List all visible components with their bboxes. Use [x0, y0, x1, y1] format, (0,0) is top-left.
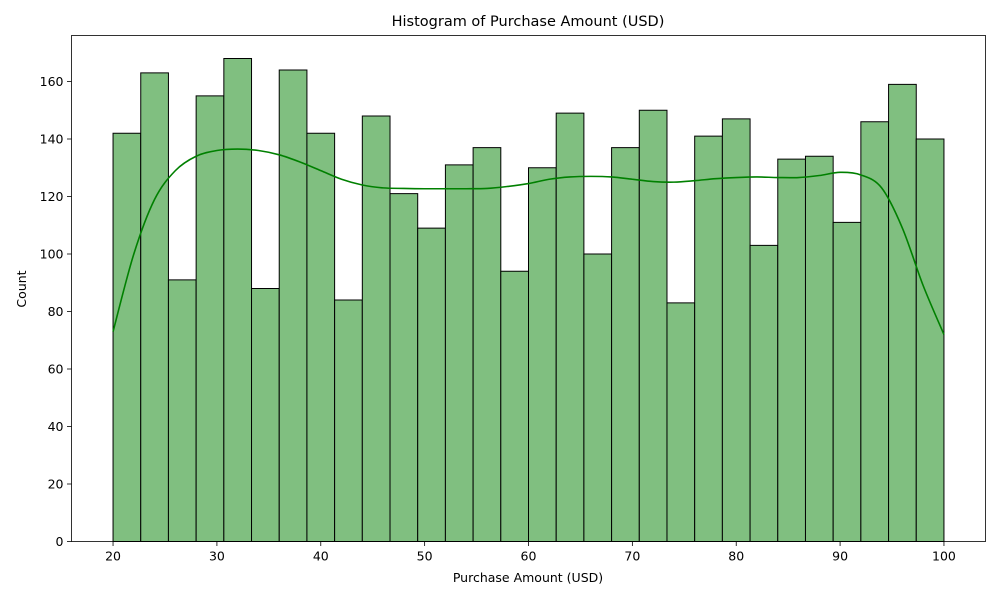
histogram-bar	[167, 279, 197, 542]
histogram-bar	[306, 132, 336, 542]
kde-line	[112, 148, 945, 335]
histogram-bar	[638, 109, 668, 542]
histogram-bar	[195, 95, 225, 542]
histogram-bar	[223, 58, 253, 542]
chart-title: Histogram of Purchase Amount (USD)	[392, 14, 665, 30]
histogram-bar	[583, 253, 613, 542]
histogram-bar	[361, 115, 391, 542]
x-tick-label: 70	[624, 549, 640, 564]
histogram-bar	[389, 193, 419, 542]
x-tick-label: 40	[313, 549, 329, 564]
x-tick-label: 100	[932, 549, 956, 564]
histogram-bar	[334, 299, 363, 542]
histogram-bars	[112, 58, 945, 542]
histogram-bar	[444, 164, 474, 542]
y-axis-ticks: 0 20 40 60 80 100 120 140 160	[40, 74, 72, 549]
histogram-bar	[611, 147, 640, 542]
y-tick-label: 60	[48, 362, 64, 377]
y-tick-label: 140	[40, 132, 64, 147]
histogram-bar	[666, 302, 696, 542]
histogram-bar	[528, 167, 557, 542]
histogram-bar	[112, 132, 142, 542]
y-tick-label: 80	[48, 304, 64, 319]
y-tick-label: 0	[56, 534, 64, 549]
histogram-bar	[417, 227, 446, 542]
histogram-bar	[749, 244, 779, 542]
histogram-bar	[888, 83, 917, 542]
y-tick-label: 40	[48, 419, 64, 434]
x-axis-label: Purchase Amount (USD)	[453, 570, 603, 585]
y-tick-label: 160	[40, 74, 64, 89]
histogram-bar	[472, 147, 502, 542]
x-tick-label: 90	[832, 549, 848, 564]
x-axis-ticks: 20 30 40 50 60 70 80 90 100	[105, 541, 956, 564]
histogram-bar	[140, 72, 169, 542]
y-axis-label: Count	[14, 270, 29, 307]
y-tick-label: 20	[48, 477, 64, 492]
histogram-bar	[278, 69, 308, 542]
histogram-bar	[694, 135, 723, 542]
x-tick-label: 80	[728, 549, 744, 564]
y-tick-label: 100	[40, 247, 64, 262]
x-tick-label: 30	[209, 549, 225, 564]
x-tick-label: 20	[105, 549, 121, 564]
x-tick-label: 60	[521, 549, 537, 564]
y-tick-label: 120	[40, 189, 64, 204]
histogram-bar	[832, 221, 862, 542]
histogram-bar	[500, 270, 529, 542]
histogram-bar	[555, 112, 585, 542]
histogram-bar	[915, 138, 945, 542]
histogram-bar	[777, 158, 806, 542]
histogram-bar	[721, 118, 751, 542]
x-tick-label: 50	[417, 549, 433, 564]
histogram-bar	[804, 155, 834, 542]
histogram-bar	[251, 288, 280, 542]
histogram-bar	[860, 121, 890, 542]
